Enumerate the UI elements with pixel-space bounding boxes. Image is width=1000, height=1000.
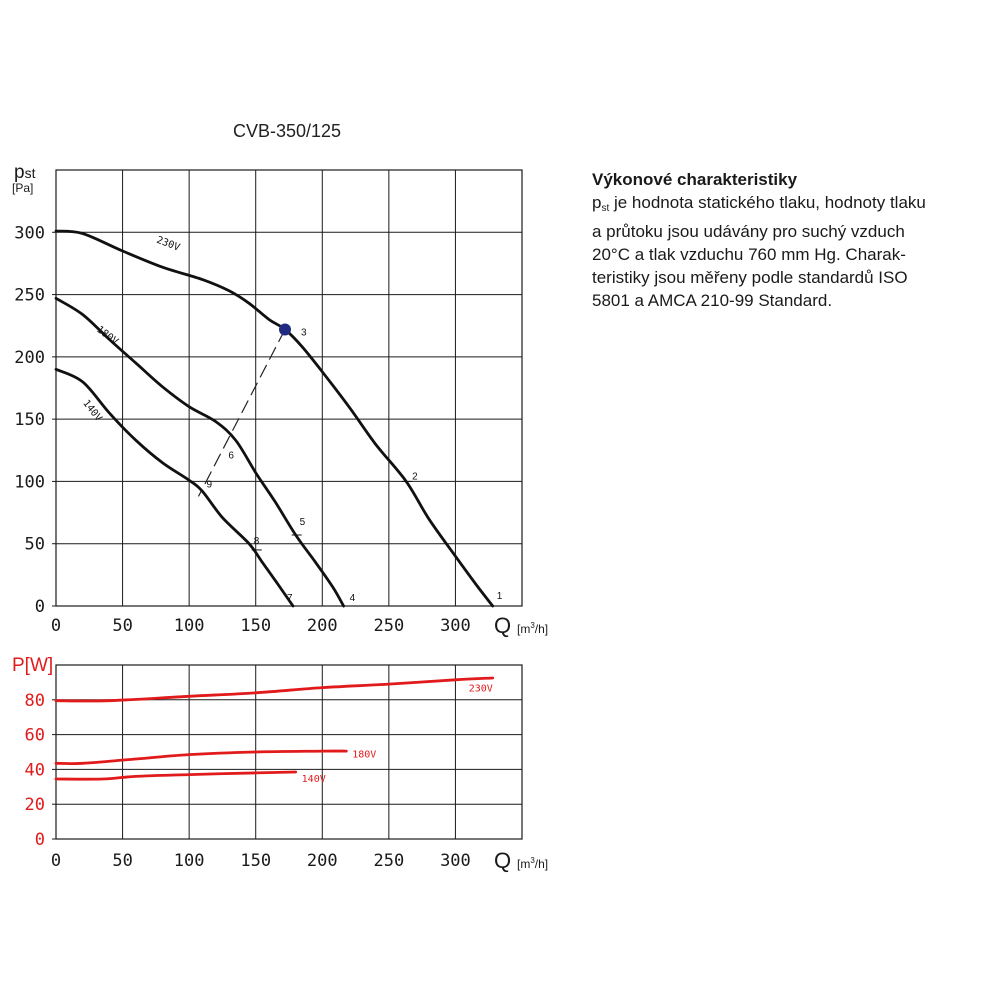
description-line-3: 20°C a tlak vzduchu 760 mm Hg. Charak-	[592, 245, 906, 264]
pressure-curve-140V	[54, 367, 295, 608]
description-heading: Výkonové charakteristiky	[592, 170, 798, 189]
top-y-tick-label: 0	[35, 597, 45, 617]
operating-point-label-8: 8	[254, 536, 260, 547]
operating-point-label-6: 6	[228, 451, 234, 462]
top-x-tick-label: 300	[440, 616, 471, 636]
top-x-tick-label: 0	[51, 616, 61, 636]
operating-point-label-3: 3	[301, 327, 307, 338]
top-x-tick-label: 150	[240, 616, 271, 636]
pressure-chart: 0 50 100 150 200 250 300050100150200250300pst[…	[12, 162, 548, 638]
power-curve-label: 180V	[352, 750, 376, 761]
top-x-tick-label: 50	[112, 616, 132, 636]
system-curve-line	[197, 329, 286, 497]
operating-point-label-9: 9	[206, 479, 212, 490]
pst-subscript: st	[601, 203, 610, 214]
top-y-tick-label: 100	[14, 472, 45, 492]
bottom-y-tick-label: 0	[35, 830, 45, 850]
top-y-tick-label: 300	[14, 223, 45, 243]
top-y-axis-unit: [Pa]	[12, 181, 33, 195]
bottom-x-tick-label: 300	[440, 851, 471, 871]
power-chart: 0 50 100 150 200 250 300 0 20 40 60 80 P[W] Q [m3/h] 23…	[12, 655, 548, 873]
pressure-curve-label: 230V	[155, 235, 181, 254]
operating-point-marker	[279, 323, 292, 336]
description-line-5: 5801 a AMCA 210-99 Standard.	[592, 291, 833, 310]
operating-point-label-4: 4	[350, 593, 356, 604]
bottom-y-tick-label: 80	[25, 691, 45, 711]
power-curve-140V	[54, 770, 298, 781]
bottom-y-tick-label: 60	[25, 726, 45, 746]
bottom-x-tick-label: 0	[51, 851, 61, 871]
bottom-x-tick-label: 50	[112, 851, 132, 871]
power-curve-label: 140V	[302, 774, 326, 785]
operating-point-label-1: 1	[497, 591, 503, 602]
top-y-tick-label: 200	[14, 348, 45, 368]
bottom-x-tick-label: 100	[174, 851, 205, 871]
top-x-tick-label: 250	[373, 616, 404, 636]
bottom-x-tick-label: 150	[240, 851, 271, 871]
operating-point-label-5: 5	[300, 517, 306, 528]
pst-symbol: p	[592, 193, 602, 212]
top-x-tick-label: 100	[174, 616, 205, 636]
power-curve-label: 230V	[469, 684, 493, 695]
description-line-1: pst je hodnota statického tlaku, hodnoty…	[592, 191, 987, 220]
top-x-axis-unit: [m3/h]	[517, 621, 548, 636]
power-curve-230V	[54, 676, 495, 703]
top-y-axis-symbol: pst	[14, 162, 36, 183]
top-x-axis-symbol: Q	[494, 613, 511, 638]
power-curve-180V	[54, 749, 348, 766]
bottom-y-tick-label: 40	[25, 760, 45, 780]
bottom-x-axis-unit: [m3/h]	[517, 856, 548, 871]
operating-point-label-7: 7	[287, 593, 293, 604]
top-plot-frame	[55, 169, 523, 607]
bottom-x-tick-label: 200	[307, 851, 338, 871]
description-line-1-text: je hodnota statického tlaku, hodnoty tla…	[609, 193, 926, 212]
bottom-y-axis-label: P[W]	[12, 655, 53, 676]
top-y-tick-label: 50	[25, 535, 45, 555]
description-line-4: teristiky jsou měřeny podle standardů IS…	[592, 268, 908, 287]
bottom-x-axis-symbol: Q	[494, 848, 511, 873]
top-y-tick-label: 150	[14, 410, 45, 430]
operating-point-label-2: 2	[412, 471, 418, 482]
top-y-tick-label: 250	[14, 286, 45, 306]
bottom-y-tick-label: 20	[25, 795, 45, 815]
description-line-2: a průtoku jsou udávány pro suchý vzduch	[592, 222, 905, 241]
bottom-plot-frame	[55, 664, 523, 840]
bottom-x-tick-label: 250	[373, 851, 404, 871]
pressure-curve-230V	[54, 229, 495, 608]
chart-title: CVB-350/125	[233, 121, 341, 141]
description-panel: Výkonové charakteristiky pst je hodnota …	[592, 168, 987, 312]
pressure-curve-180V	[54, 296, 345, 608]
top-x-tick-label: 200	[307, 616, 338, 636]
